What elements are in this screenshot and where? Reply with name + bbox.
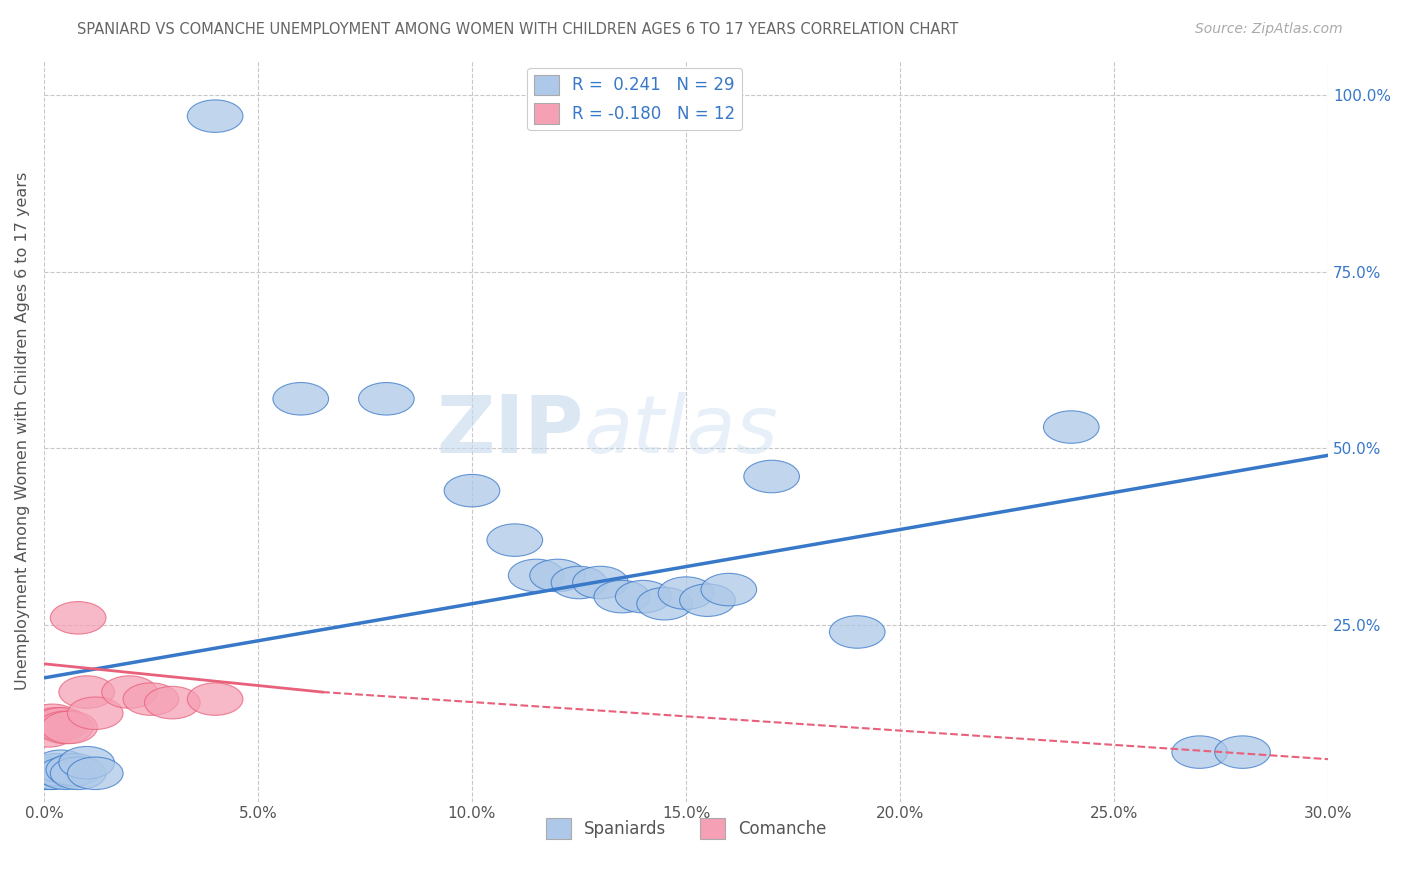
Ellipse shape (187, 100, 243, 132)
Ellipse shape (42, 711, 97, 744)
Ellipse shape (658, 577, 714, 609)
Ellipse shape (616, 581, 671, 613)
Ellipse shape (30, 707, 84, 740)
Ellipse shape (30, 754, 84, 786)
Ellipse shape (359, 383, 415, 415)
Ellipse shape (1043, 411, 1099, 443)
Ellipse shape (59, 747, 114, 779)
Ellipse shape (1215, 736, 1271, 768)
Ellipse shape (20, 714, 76, 747)
Text: SPANIARD VS COMANCHE UNEMPLOYMENT AMONG WOMEN WITH CHILDREN AGES 6 TO 17 YEARS C: SPANIARD VS COMANCHE UNEMPLOYMENT AMONG … (77, 22, 959, 37)
Ellipse shape (679, 584, 735, 616)
Text: ZIP: ZIP (436, 392, 583, 469)
Ellipse shape (20, 757, 76, 789)
Ellipse shape (38, 757, 93, 789)
Ellipse shape (145, 686, 200, 719)
Ellipse shape (59, 676, 114, 708)
Ellipse shape (124, 683, 179, 715)
Ellipse shape (509, 559, 564, 591)
Ellipse shape (593, 581, 650, 613)
Ellipse shape (273, 383, 329, 415)
Text: Source: ZipAtlas.com: Source: ZipAtlas.com (1195, 22, 1343, 37)
Ellipse shape (486, 524, 543, 557)
Ellipse shape (25, 757, 80, 789)
Ellipse shape (702, 574, 756, 606)
Ellipse shape (551, 566, 607, 599)
Ellipse shape (744, 460, 800, 492)
Text: atlas: atlas (583, 392, 778, 469)
Ellipse shape (444, 475, 499, 507)
Ellipse shape (51, 757, 105, 789)
Ellipse shape (46, 754, 101, 786)
Ellipse shape (51, 601, 105, 634)
Ellipse shape (1171, 736, 1227, 768)
Ellipse shape (830, 615, 884, 648)
Ellipse shape (67, 697, 124, 730)
Ellipse shape (34, 750, 89, 782)
Ellipse shape (572, 566, 628, 599)
Y-axis label: Unemployment Among Women with Children Ages 6 to 17 years: Unemployment Among Women with Children A… (15, 171, 30, 690)
Ellipse shape (34, 707, 89, 740)
Legend: Spaniards, Comanche: Spaniards, Comanche (538, 812, 832, 846)
Ellipse shape (530, 559, 585, 591)
Ellipse shape (187, 683, 243, 715)
Ellipse shape (25, 704, 80, 737)
Ellipse shape (67, 757, 124, 789)
Ellipse shape (38, 711, 93, 744)
Ellipse shape (101, 676, 157, 708)
Ellipse shape (637, 588, 692, 620)
